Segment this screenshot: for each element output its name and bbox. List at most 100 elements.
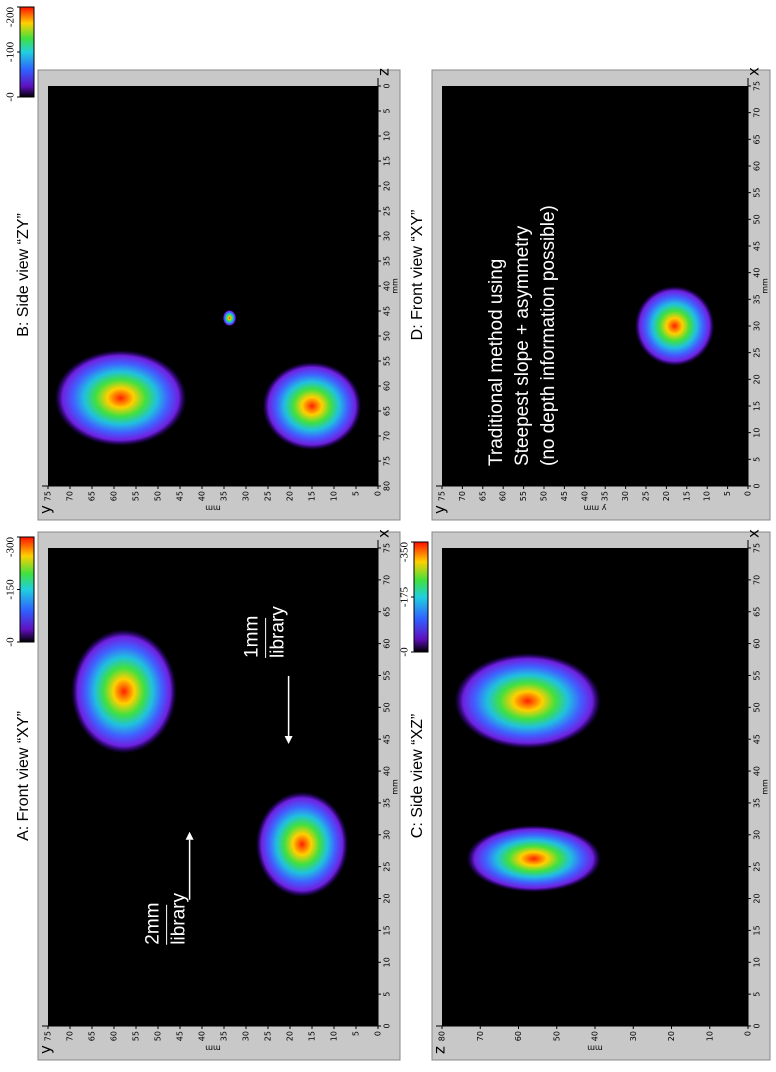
y-tick-label: 45 xyxy=(176,491,185,501)
y-tick-label: 40 xyxy=(591,1031,600,1041)
y-tick-label: 10 xyxy=(330,1031,339,1041)
x-tick-label: 60 xyxy=(753,639,762,649)
x-tick-label: 35 xyxy=(753,294,762,304)
x-tick-label: 25 xyxy=(383,862,392,872)
y-tick-label: 10 xyxy=(705,1031,714,1041)
x-tick-label: 45 xyxy=(753,734,762,744)
x-tick-label: 75 xyxy=(383,543,392,553)
x-tick-label: 45 xyxy=(753,241,762,251)
x-tick-label: 15 xyxy=(753,401,762,411)
y-tick-label: 35 xyxy=(601,491,610,501)
x-tick-label: 75 xyxy=(753,81,762,91)
y-tick-label: 50 xyxy=(552,1031,561,1041)
y-tick-label: 10 xyxy=(330,491,339,501)
x-tick-label: 30 xyxy=(753,830,762,840)
y-tick-label: 30 xyxy=(242,1031,251,1041)
colorbar xyxy=(413,541,429,653)
y-tick-label: 60 xyxy=(514,1031,523,1041)
x-axis-label: x xyxy=(745,67,763,76)
x-tick-label: 45 xyxy=(383,734,392,744)
y-unit: mm xyxy=(205,1044,221,1053)
x-tick-label: 5 xyxy=(753,992,762,997)
y-tick-label: 40 xyxy=(198,491,207,501)
x-tick-label: 10 xyxy=(383,131,392,141)
y-tick-label: 35 xyxy=(220,491,229,501)
x-tick-label: 10 xyxy=(383,957,392,967)
x-tick-label: 10 xyxy=(753,957,762,967)
x-tick-label: 0 xyxy=(383,1023,392,1028)
x-tick-label: 55 xyxy=(753,670,762,680)
x-tick-label: 65 xyxy=(383,406,392,416)
x-tick-label: 70 xyxy=(383,575,392,585)
annotation: Traditional method using xyxy=(486,259,507,466)
x-tick-label: 40 xyxy=(753,766,762,776)
x-tick-label: 20 xyxy=(753,374,762,384)
y-tick-label: 65 xyxy=(478,491,487,501)
x-tick-label: 60 xyxy=(383,381,392,391)
x-tick-label: 35 xyxy=(753,798,762,808)
annotation: 2mm xyxy=(143,903,164,945)
annotation: (no depth information possible) xyxy=(538,205,559,466)
x-tick-label: 40 xyxy=(383,281,392,291)
panel-title: C: Side view “XZ” xyxy=(409,714,426,838)
y-tick-label: 70 xyxy=(66,1031,75,1041)
x-tick-label: 75 xyxy=(383,456,392,466)
y-tick-label: 50 xyxy=(154,1031,163,1041)
y-tick-label: 75 xyxy=(438,491,447,501)
x-tick-label: 75 xyxy=(753,543,762,553)
x-tick-label: 55 xyxy=(753,188,762,198)
intensity-region xyxy=(262,362,362,450)
y-axis-label: y xyxy=(431,505,449,514)
x-tick-label: 70 xyxy=(753,575,762,585)
colorbar-label: -150 xyxy=(5,579,17,600)
y-tick-label: 20 xyxy=(286,1031,295,1041)
x-tick-label: 15 xyxy=(383,925,392,935)
y-tick-label: 15 xyxy=(308,1031,317,1041)
annotation: Steepest slope + asymmetry xyxy=(512,225,533,466)
y-axis-label: z xyxy=(431,1046,449,1054)
y-tick-label: 75 xyxy=(44,491,53,501)
y-tick-label: 25 xyxy=(264,491,273,501)
x-tick-label: 20 xyxy=(383,181,392,191)
annotation: 1mm xyxy=(242,616,263,658)
x-tick-label: 30 xyxy=(383,231,392,241)
plot-area xyxy=(442,86,748,486)
y-tick-label: 35 xyxy=(220,1031,229,1041)
x-tick-label: 50 xyxy=(753,702,762,712)
y-tick-label: 5 xyxy=(352,1031,361,1036)
x-tick-label: 50 xyxy=(383,331,392,341)
y-tick-label: 0 xyxy=(374,491,383,496)
x-axis-label: x xyxy=(745,529,763,538)
x-tick-label: 25 xyxy=(383,206,392,216)
y-tick-label: 30 xyxy=(629,1031,638,1041)
y-tick-label: 0 xyxy=(744,1031,753,1036)
y-tick-label: 20 xyxy=(286,491,295,501)
x-tick-label: 30 xyxy=(383,830,392,840)
x-tick-label: 55 xyxy=(383,356,392,366)
y-tick-label: 0 xyxy=(374,1031,383,1036)
y-tick-label: 45 xyxy=(560,491,569,501)
intensity-region xyxy=(222,310,237,326)
y-tick-label: 55 xyxy=(132,491,141,501)
intensity-region xyxy=(71,629,177,754)
x-tick-label: 40 xyxy=(753,268,762,278)
y-tick-label: 70 xyxy=(66,491,75,501)
intensity-region xyxy=(54,350,187,446)
x-unit: mm xyxy=(391,278,400,294)
x-tick-label: 50 xyxy=(383,702,392,712)
y-tick-label: 60 xyxy=(110,491,119,501)
colorbar xyxy=(19,6,35,98)
x-axis-label: x xyxy=(375,529,393,538)
x-tick-label: 5 xyxy=(753,457,762,462)
x-tick-label: 15 xyxy=(383,156,392,166)
panel-title: A: Front view “XY” xyxy=(15,711,32,841)
y-tick-label: 60 xyxy=(499,491,508,501)
x-tick-label: 25 xyxy=(753,862,762,872)
y-tick-label: 50 xyxy=(154,491,163,501)
annotation-arrowhead xyxy=(185,831,194,840)
y-unit: mm xyxy=(587,1044,603,1053)
annotation: library xyxy=(268,606,289,658)
x-tick-label: 55 xyxy=(383,670,392,680)
x-tick-label: 35 xyxy=(383,798,392,808)
y-tick-label: 20 xyxy=(662,491,671,501)
